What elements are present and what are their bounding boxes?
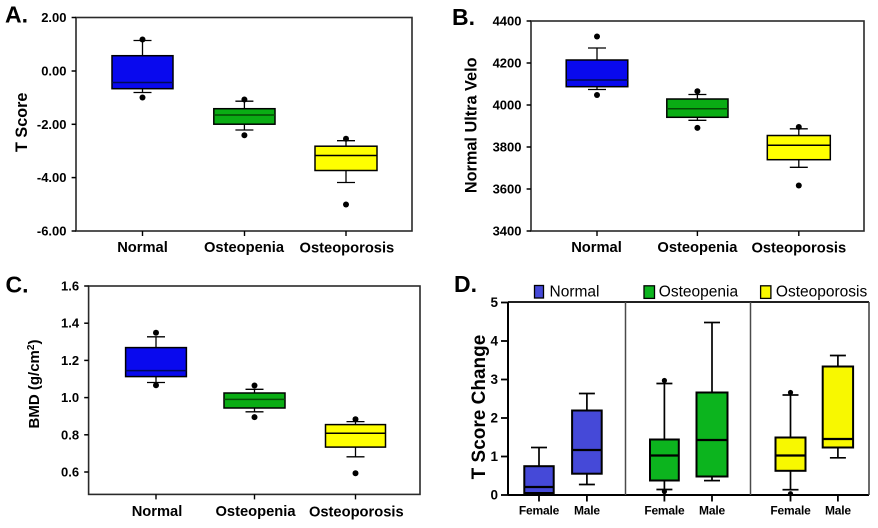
- svg-text:0: 0: [490, 488, 498, 503]
- svg-text:Osteoporosis: Osteoporosis: [776, 284, 868, 301]
- svg-text:4400: 4400: [493, 14, 522, 29]
- svg-text:Male: Male: [699, 504, 725, 518]
- svg-text:T Score Change: T Score Change: [469, 335, 490, 480]
- svg-text:-6.00: -6.00: [37, 224, 67, 239]
- svg-text:D.: D.: [454, 271, 477, 297]
- svg-text:Osteopenia: Osteopenia: [216, 504, 297, 520]
- svg-text:Osteoporosis: Osteoporosis: [309, 505, 404, 521]
- svg-text:Female: Female: [770, 504, 811, 518]
- svg-text:3: 3: [490, 372, 498, 387]
- svg-text:4000: 4000: [493, 98, 522, 113]
- svg-text:Female: Female: [644, 504, 685, 518]
- svg-text:T Score: T Score: [13, 93, 31, 152]
- svg-text:5: 5: [490, 295, 498, 310]
- svg-text:Osteopenia: Osteopenia: [657, 240, 738, 256]
- svg-text:3600: 3600: [493, 182, 522, 197]
- svg-text:Female: Female: [519, 504, 560, 518]
- svg-text:0.8: 0.8: [61, 427, 79, 442]
- svg-text:0.6: 0.6: [61, 465, 79, 480]
- svg-text:Osteopenia: Osteopenia: [204, 240, 285, 256]
- svg-text:Male: Male: [574, 504, 600, 518]
- svg-text:Normal Ultra Velo: Normal Ultra Velo: [463, 57, 481, 193]
- svg-text:C.: C.: [6, 272, 29, 298]
- svg-text:1.4: 1.4: [61, 316, 80, 331]
- svg-text:Male: Male: [825, 504, 851, 518]
- svg-text:Normal: Normal: [571, 240, 622, 256]
- svg-text:Osteoporosis: Osteoporosis: [300, 241, 395, 257]
- svg-text:2: 2: [490, 411, 498, 426]
- svg-text:4200: 4200: [493, 56, 522, 71]
- svg-text:0.00: 0.00: [41, 64, 66, 79]
- svg-text:Normal: Normal: [117, 240, 168, 256]
- svg-text:1.2: 1.2: [61, 353, 79, 368]
- svg-text:Osteoporosis: Osteoporosis: [751, 241, 846, 257]
- svg-text:Normal: Normal: [132, 504, 183, 520]
- svg-text:A.: A.: [5, 2, 28, 28]
- svg-text:-2.00: -2.00: [37, 117, 67, 132]
- svg-text:Normal: Normal: [550, 284, 600, 301]
- svg-text:1.0: 1.0: [61, 390, 79, 405]
- svg-text:2.00: 2.00: [41, 10, 66, 25]
- svg-text:-4.00: -4.00: [37, 170, 67, 185]
- svg-text:4: 4: [490, 334, 498, 349]
- svg-text:Osteopenia: Osteopenia: [659, 284, 739, 301]
- svg-text:1: 1: [490, 449, 498, 464]
- svg-text:1.6: 1.6: [61, 279, 79, 294]
- svg-text:BMD (g/cm2): BMD (g/cm2): [26, 340, 43, 429]
- svg-text:B.: B.: [452, 4, 475, 30]
- svg-text:3800: 3800: [493, 140, 522, 155]
- svg-text:3400: 3400: [493, 224, 522, 239]
